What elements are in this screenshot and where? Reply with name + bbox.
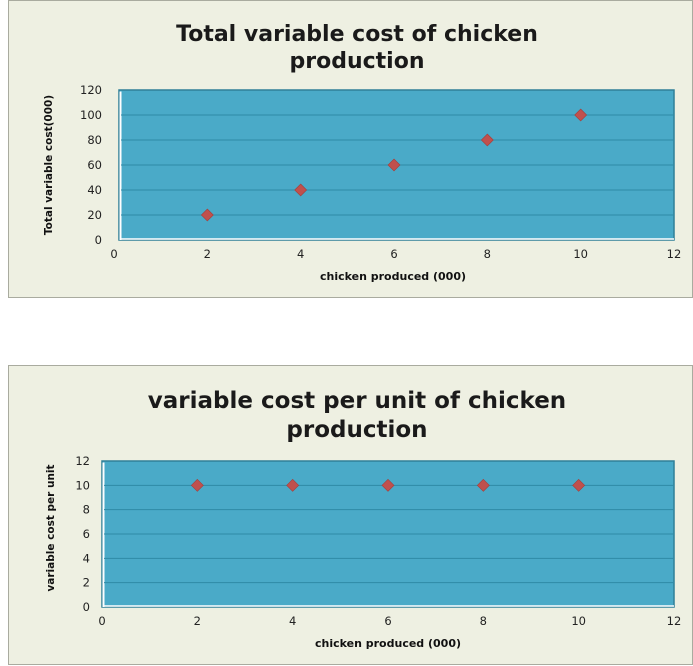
x-tick-label: 10 [573, 247, 588, 261]
x-tick-label: 6 [390, 247, 397, 261]
chart-svg: Total variable cost of chicken productio… [43, 22, 682, 283]
y-tick-label: 12 [75, 454, 90, 468]
y-tick-label: 4 [83, 551, 90, 565]
chart-svg: variable cost per unit of chicken produc… [45, 388, 682, 650]
y-tick-label: 2 [83, 576, 90, 590]
x-tick-label: 4 [297, 247, 304, 261]
y-tick-label: 80 [87, 133, 102, 147]
data-point [387, 158, 401, 172]
x-tick-label: 2 [194, 614, 201, 628]
x-tick-label: 12 [667, 614, 682, 628]
data-point [381, 478, 395, 492]
y-axis-title: variable cost per unit [45, 464, 57, 591]
data-point [572, 478, 586, 492]
x-tick-label: 4 [289, 614, 296, 628]
y-tick-label: 60 [87, 158, 102, 172]
total-variable-cost-chart: Total variable cost of chicken productio… [8, 0, 693, 298]
data-point [286, 478, 300, 492]
data-point [190, 478, 204, 492]
chart-title-line2: production [286, 417, 427, 443]
y-tick-label: 10 [75, 478, 90, 492]
y-axis-title: Total variable cost(000) [43, 95, 55, 235]
y-tick-label: 40 [87, 183, 102, 197]
x-axis-title: chicken produced (000) [320, 270, 466, 283]
y-tick-label: 6 [83, 527, 90, 541]
x-tick-label: 2 [204, 247, 211, 261]
y-tick-label: 20 [87, 208, 102, 222]
x-tick-label: 0 [110, 247, 117, 261]
x-tick-label: 12 [667, 247, 682, 261]
data-point [480, 133, 494, 147]
y-tick-label: 100 [80, 108, 102, 122]
data-point [294, 183, 308, 197]
x-tick-label: 10 [571, 614, 586, 628]
x-tick-label: 8 [484, 247, 491, 261]
x-axis-title: chicken produced (000) [315, 637, 461, 650]
data-point [476, 478, 490, 492]
chart-title-line2: production [290, 49, 425, 74]
y-tick-label: 0 [95, 233, 102, 247]
chart-title-line1: variable cost per unit of chicken [148, 388, 566, 414]
chart-title-line1: Total variable cost of chicken [176, 22, 538, 47]
x-tick-label: 6 [384, 614, 391, 628]
y-tick-label: 120 [80, 83, 102, 97]
x-tick-label: 8 [480, 614, 487, 628]
x-tick-label: 0 [98, 614, 105, 628]
variable-cost-per-unit-chart: variable cost per unit of chicken produc… [8, 365, 693, 665]
data-point [200, 208, 214, 222]
y-tick-label: 8 [83, 503, 90, 517]
data-point [574, 108, 588, 122]
y-tick-label: 0 [83, 600, 90, 614]
